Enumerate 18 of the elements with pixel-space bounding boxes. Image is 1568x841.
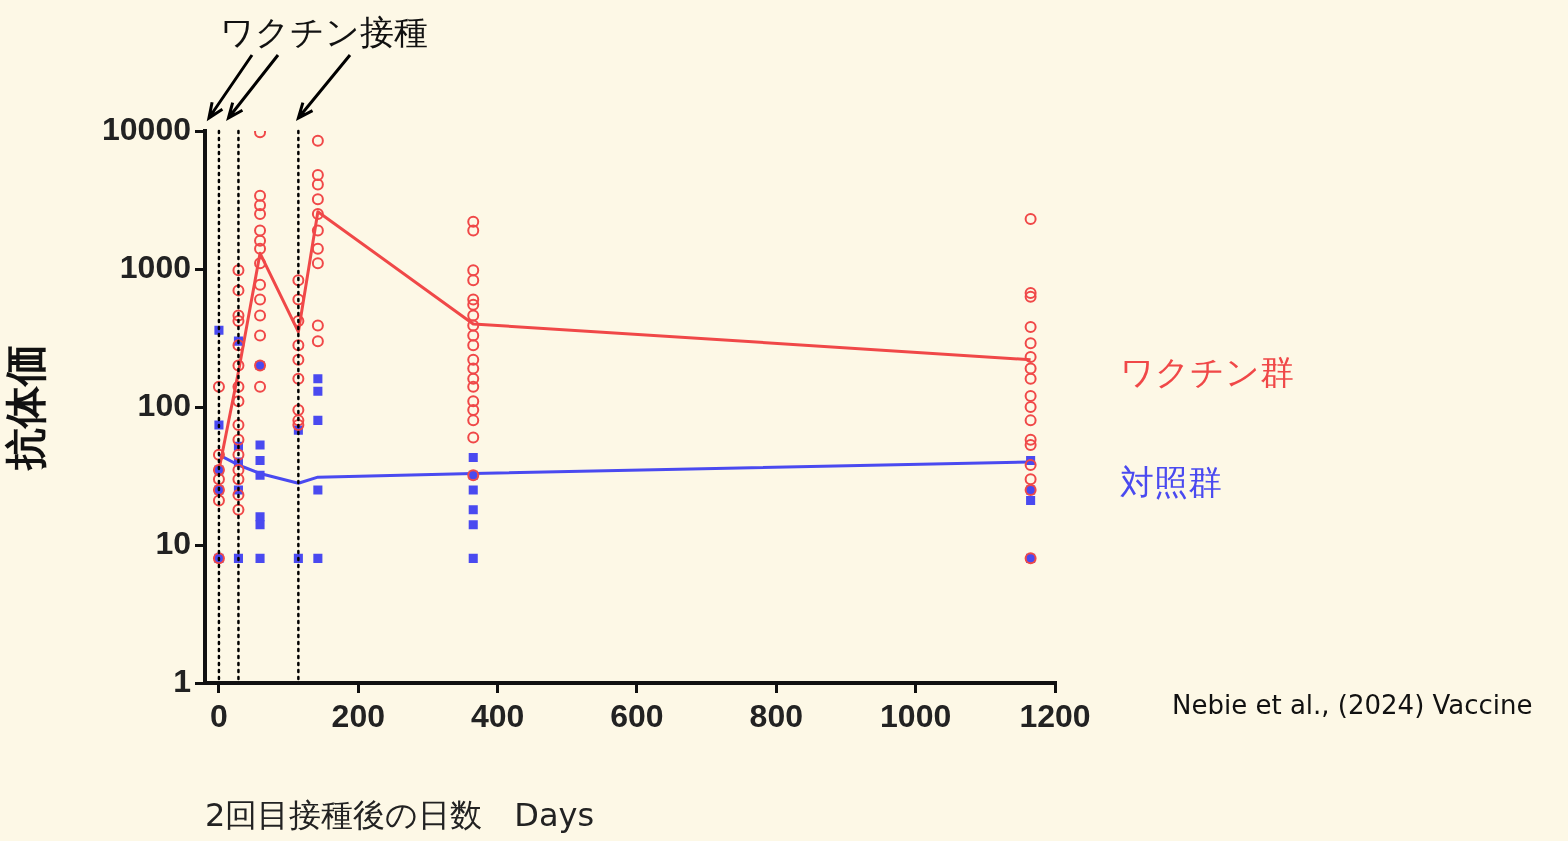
x-tick-label: 0 xyxy=(210,698,228,735)
x-tick-label: 1200 xyxy=(1019,698,1091,735)
x-tick-label: 400 xyxy=(470,698,525,735)
y-axis-title: 抗体価 xyxy=(1,344,51,472)
text: 対照群 xyxy=(1120,461,1222,504)
y-tick-label: 10000 xyxy=(102,110,191,147)
y-tick-label: 10 xyxy=(155,524,191,561)
y-tick-label: 1 xyxy=(173,662,191,699)
y-tick-label: 100 xyxy=(137,386,191,423)
x-tick-label: 200 xyxy=(331,698,385,735)
x-axis-title: 2回目接種後の日数 Days xyxy=(205,796,595,835)
x-tick-label: 800 xyxy=(749,698,804,735)
x-tick-label: 1000 xyxy=(880,698,952,735)
y-tick-label: 1000 xyxy=(119,248,191,285)
text: ワクチン群 xyxy=(1120,351,1294,394)
text: ワクチン接種 xyxy=(220,11,428,54)
text: Nebie et al., (2024) Vaccine xyxy=(1172,690,1533,720)
x-tick-label: 600 xyxy=(610,698,664,735)
